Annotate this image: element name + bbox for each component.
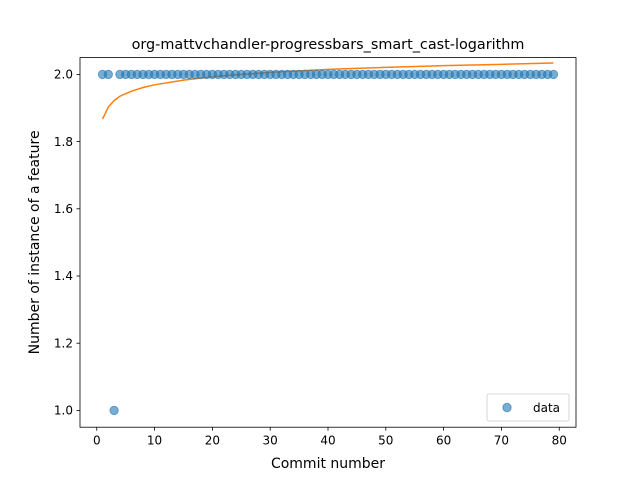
x-tick-label: 30 [263, 434, 278, 448]
fit-line-layer [101, 62, 554, 120]
data-points-layer [97, 69, 559, 416]
y-axis-ticks: 1.0 1.2 1.4 1.6 1.8 2.0 [54, 68, 80, 418]
y-tick-label: 1.2 [54, 336, 73, 350]
y-tick-label: 1.8 [54, 135, 73, 149]
y-tick-label: 2.0 [54, 68, 73, 82]
x-tick-label: 50 [378, 434, 393, 448]
x-tick-label: 40 [320, 434, 335, 448]
x-tick-label: 20 [205, 434, 220, 448]
data-point [548, 69, 559, 80]
data-point [103, 69, 114, 80]
y-axis-label: Number of instance of a feature [27, 130, 43, 354]
x-tick-label: 70 [494, 434, 509, 448]
data-point [109, 405, 119, 416]
chart-title: org-mattvchandler-progressbars_smart_cas… [132, 37, 525, 53]
x-tick-label: 80 [552, 434, 567, 448]
x-axis-ticks: 0 10 20 30 40 50 60 70 80 [93, 427, 567, 448]
legend: data [486, 393, 570, 422]
legend-box [486, 393, 570, 422]
x-tick-label: 10 [147, 434, 162, 448]
y-tick-label: 1.4 [54, 269, 73, 283]
x-tick-label: 60 [436, 434, 451, 448]
x-axis-label: Commit number [271, 456, 385, 472]
legend-marker-data [502, 402, 512, 413]
fit-line [101, 62, 554, 120]
x-tick-label: 0 [93, 434, 101, 448]
y-tick-label: 1.6 [54, 202, 73, 216]
y-tick-label: 1.0 [54, 404, 73, 418]
plot-area [80, 57, 576, 428]
legend-label-data: data [533, 401, 560, 415]
